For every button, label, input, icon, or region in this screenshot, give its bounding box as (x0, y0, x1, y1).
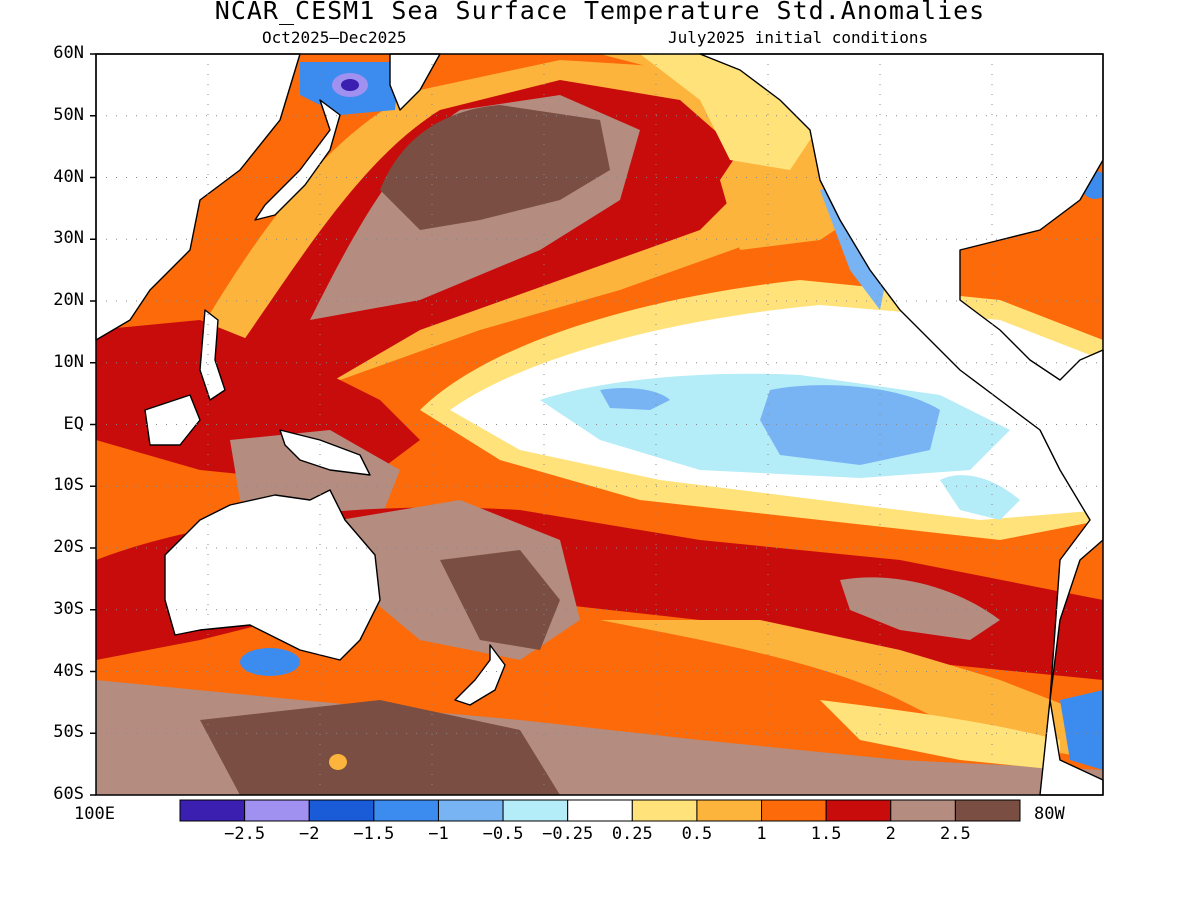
okhotsk-extreme (341, 79, 359, 91)
colorbar-swatch (373, 799, 439, 822)
colorbar-swatch (567, 799, 633, 822)
colorbar-label: −2 (298, 824, 320, 844)
gridlines (96, 54, 1103, 795)
cool-patch-east (940, 475, 1020, 520)
se-pacific-warm (840, 577, 1000, 640)
lon-label-left: 100E (74, 804, 115, 824)
initial-conditions: July2025 initial conditions (668, 28, 929, 47)
tasman-extreme (440, 550, 560, 650)
colorbar-swatch (631, 799, 698, 822)
forecast-period: Oct2025–Dec2025 (262, 28, 407, 47)
latitude-ticks (90, 53, 96, 796)
colorbar-swatch (244, 799, 310, 822)
new-guinea-landmass (279, 429, 371, 476)
sub-tropical-mild (820, 700, 1060, 770)
lat-label: 50N (53, 104, 84, 125)
colorbar-swatch (954, 799, 1021, 822)
colorbar-label: 0.25 (611, 824, 653, 844)
coastlines (95, 53, 1104, 796)
extreme-warm-core (380, 105, 610, 230)
colorbar-label: 2 (885, 824, 896, 844)
colorbar-label: −1 (428, 824, 449, 844)
colorbar-swatch (308, 799, 375, 822)
colorbar-label: −2.5 (224, 824, 266, 844)
colorbar-label: 1 (756, 824, 767, 844)
colorbar-swatch (696, 799, 763, 822)
philippines-landmass (199, 309, 226, 401)
lat-label: 40N (53, 166, 84, 187)
cold-patch-west (600, 388, 670, 410)
colorbar-label: −0.25 (542, 824, 594, 844)
colorbar-label: −0.5 (482, 824, 524, 844)
colorbar-label: 2.5 (940, 824, 971, 844)
lat-label: EQ (63, 413, 84, 434)
lat-label: 10S (53, 475, 84, 496)
map-title: NCAR_CESM1 Sea Surface Temperature Std.A… (214, 0, 986, 25)
lat-label: 60N (53, 43, 84, 63)
colorbar-swatch (437, 799, 504, 822)
southern-ocean-extreme (200, 700, 560, 795)
asia-landmass (95, 53, 301, 341)
lat-label: 20N (53, 290, 84, 310)
lat-label: 30S (53, 598, 84, 619)
chile-cold-patch (1060, 690, 1103, 770)
colorbar-swatch (825, 799, 892, 822)
new-zealand-landmass (454, 644, 506, 706)
lat-label: 60S (53, 784, 84, 804)
colorbar-swatch (179, 799, 246, 822)
lat-label: 40S (53, 660, 84, 681)
colorbar-swatch (761, 799, 827, 822)
lat-label: 10N (53, 351, 84, 372)
lon-label-right: 80W (1034, 804, 1065, 824)
colorbar-swatch (890, 799, 956, 822)
lat-label: 20S (53, 537, 84, 557)
australia-south-cold (240, 648, 300, 676)
colorbar-label: 0.5 (681, 824, 713, 844)
australia-landmass (164, 489, 381, 661)
japan-landmass (254, 99, 341, 221)
colorbar-label: 1.5 (810, 824, 842, 844)
lat-label: 50S (53, 722, 84, 743)
equatorial-cold-core (760, 385, 940, 465)
southern-spot (329, 754, 347, 770)
colorbar-swatch (502, 799, 569, 822)
colorbar-label: −1.5 (353, 824, 395, 844)
borneo-landmass (144, 394, 201, 446)
lat-label: 30N (53, 228, 84, 249)
